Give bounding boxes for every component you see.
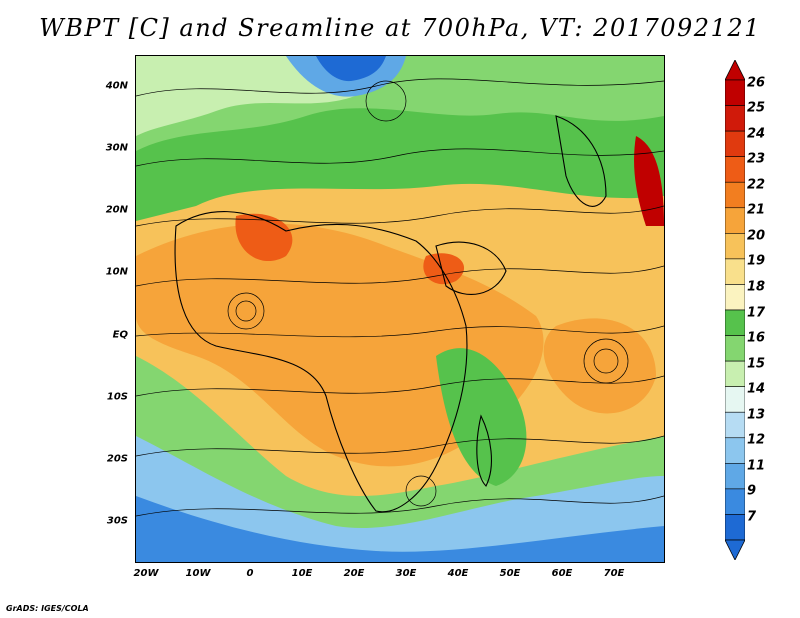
colorbar-tick-label: 25	[747, 100, 766, 116]
colorbar-tick-label: 17	[747, 305, 766, 321]
sahel-hot-spot	[235, 213, 293, 262]
footer-credit: GrADS: IGES/COLA	[6, 604, 89, 613]
lon-label: 50E	[499, 568, 521, 579]
colorbar-swatch	[725, 79, 745, 106]
colorbar-swatch	[725, 284, 745, 311]
lon-label: 10W	[185, 568, 211, 579]
lon-label: 20W	[133, 568, 159, 579]
colorbar-swatch	[725, 488, 745, 515]
colorbar-swatch	[725, 386, 745, 413]
colorbar-swatch	[725, 105, 745, 132]
colorbar-tick-label: 19	[747, 253, 766, 269]
india-hot-zone	[634, 136, 664, 226]
colorbar-tick-label: 24	[747, 126, 766, 142]
lat-label: EQ	[112, 329, 128, 341]
colorbar-tick-label: 22	[747, 177, 766, 193]
colorbar-swatch	[725, 514, 745, 541]
lat-label: 10N	[105, 266, 128, 278]
colorbar-tick-label: 12	[747, 432, 766, 448]
weather-map	[135, 55, 665, 563]
colorbar-swatch	[725, 437, 745, 464]
colorbar-tick-label: 26	[747, 75, 766, 91]
colorbar-tick-label: 16	[747, 330, 766, 346]
south-deep-blue-zone	[136, 496, 664, 562]
lat-label: 20S	[106, 453, 128, 465]
colorbar-swatch	[725, 360, 745, 387]
colorbar-swatch	[725, 411, 745, 439]
colorbar-swatch	[725, 463, 745, 490]
colorbar-swatch	[725, 233, 745, 260]
lat-label: 10S	[106, 391, 128, 403]
lat-label: 30N	[105, 142, 128, 154]
colorbar-top-arrow	[725, 60, 745, 81]
colorbar-tick-label: 13	[747, 407, 766, 423]
lon-label: 30E	[395, 568, 417, 579]
africa-warm-zone	[136, 223, 544, 467]
map-title: WBPT [C] and Sreamline at 700hPa, VT: 20…	[39, 14, 761, 42]
colorbar-tick-label: 20	[747, 228, 766, 244]
lon-label: 0	[246, 568, 254, 579]
wbpt-field	[136, 56, 664, 562]
south-blue-zone	[136, 436, 664, 562]
colorbar-swatch	[725, 258, 745, 285]
north-cold-core	[316, 56, 386, 82]
colorbar-tick-label: 15	[747, 356, 766, 372]
lat-label: 40N	[105, 80, 128, 92]
colorbar-swatch	[725, 207, 745, 234]
colorbar	[725, 60, 745, 560]
colorbar-tick-label: 7	[747, 509, 757, 525]
colorbar-tick-label: 9	[747, 483, 757, 499]
lon-label: 40E	[447, 568, 469, 579]
colorbar-swatch	[725, 309, 745, 336]
colorbar-swatch	[725, 130, 745, 157]
lon-label: 10E	[291, 568, 313, 579]
lon-label: 20E	[343, 568, 365, 579]
indian-ocean-warm-spot	[543, 318, 656, 414]
colorbar-tick-label: 14	[747, 381, 766, 397]
colorbar-tick-label: 11	[747, 458, 766, 474]
colorbar-bottom-arrow	[725, 539, 745, 560]
colorbar-tick-label: 23	[747, 151, 766, 167]
lat-label: 20N	[105, 204, 128, 216]
lon-label: 60E	[551, 568, 573, 579]
lon-label: 70E	[603, 568, 625, 579]
colorbar-tick-label: 18	[747, 279, 766, 295]
colorbar-swatch	[725, 156, 745, 183]
lat-label: 30S	[106, 515, 128, 527]
coastlines	[174, 115, 607, 513]
streamlines	[136, 78, 664, 517]
colorbar-swatch	[725, 181, 745, 209]
colorbar-tick-label: 21	[747, 202, 766, 218]
colorbar-swatch	[725, 335, 745, 362]
